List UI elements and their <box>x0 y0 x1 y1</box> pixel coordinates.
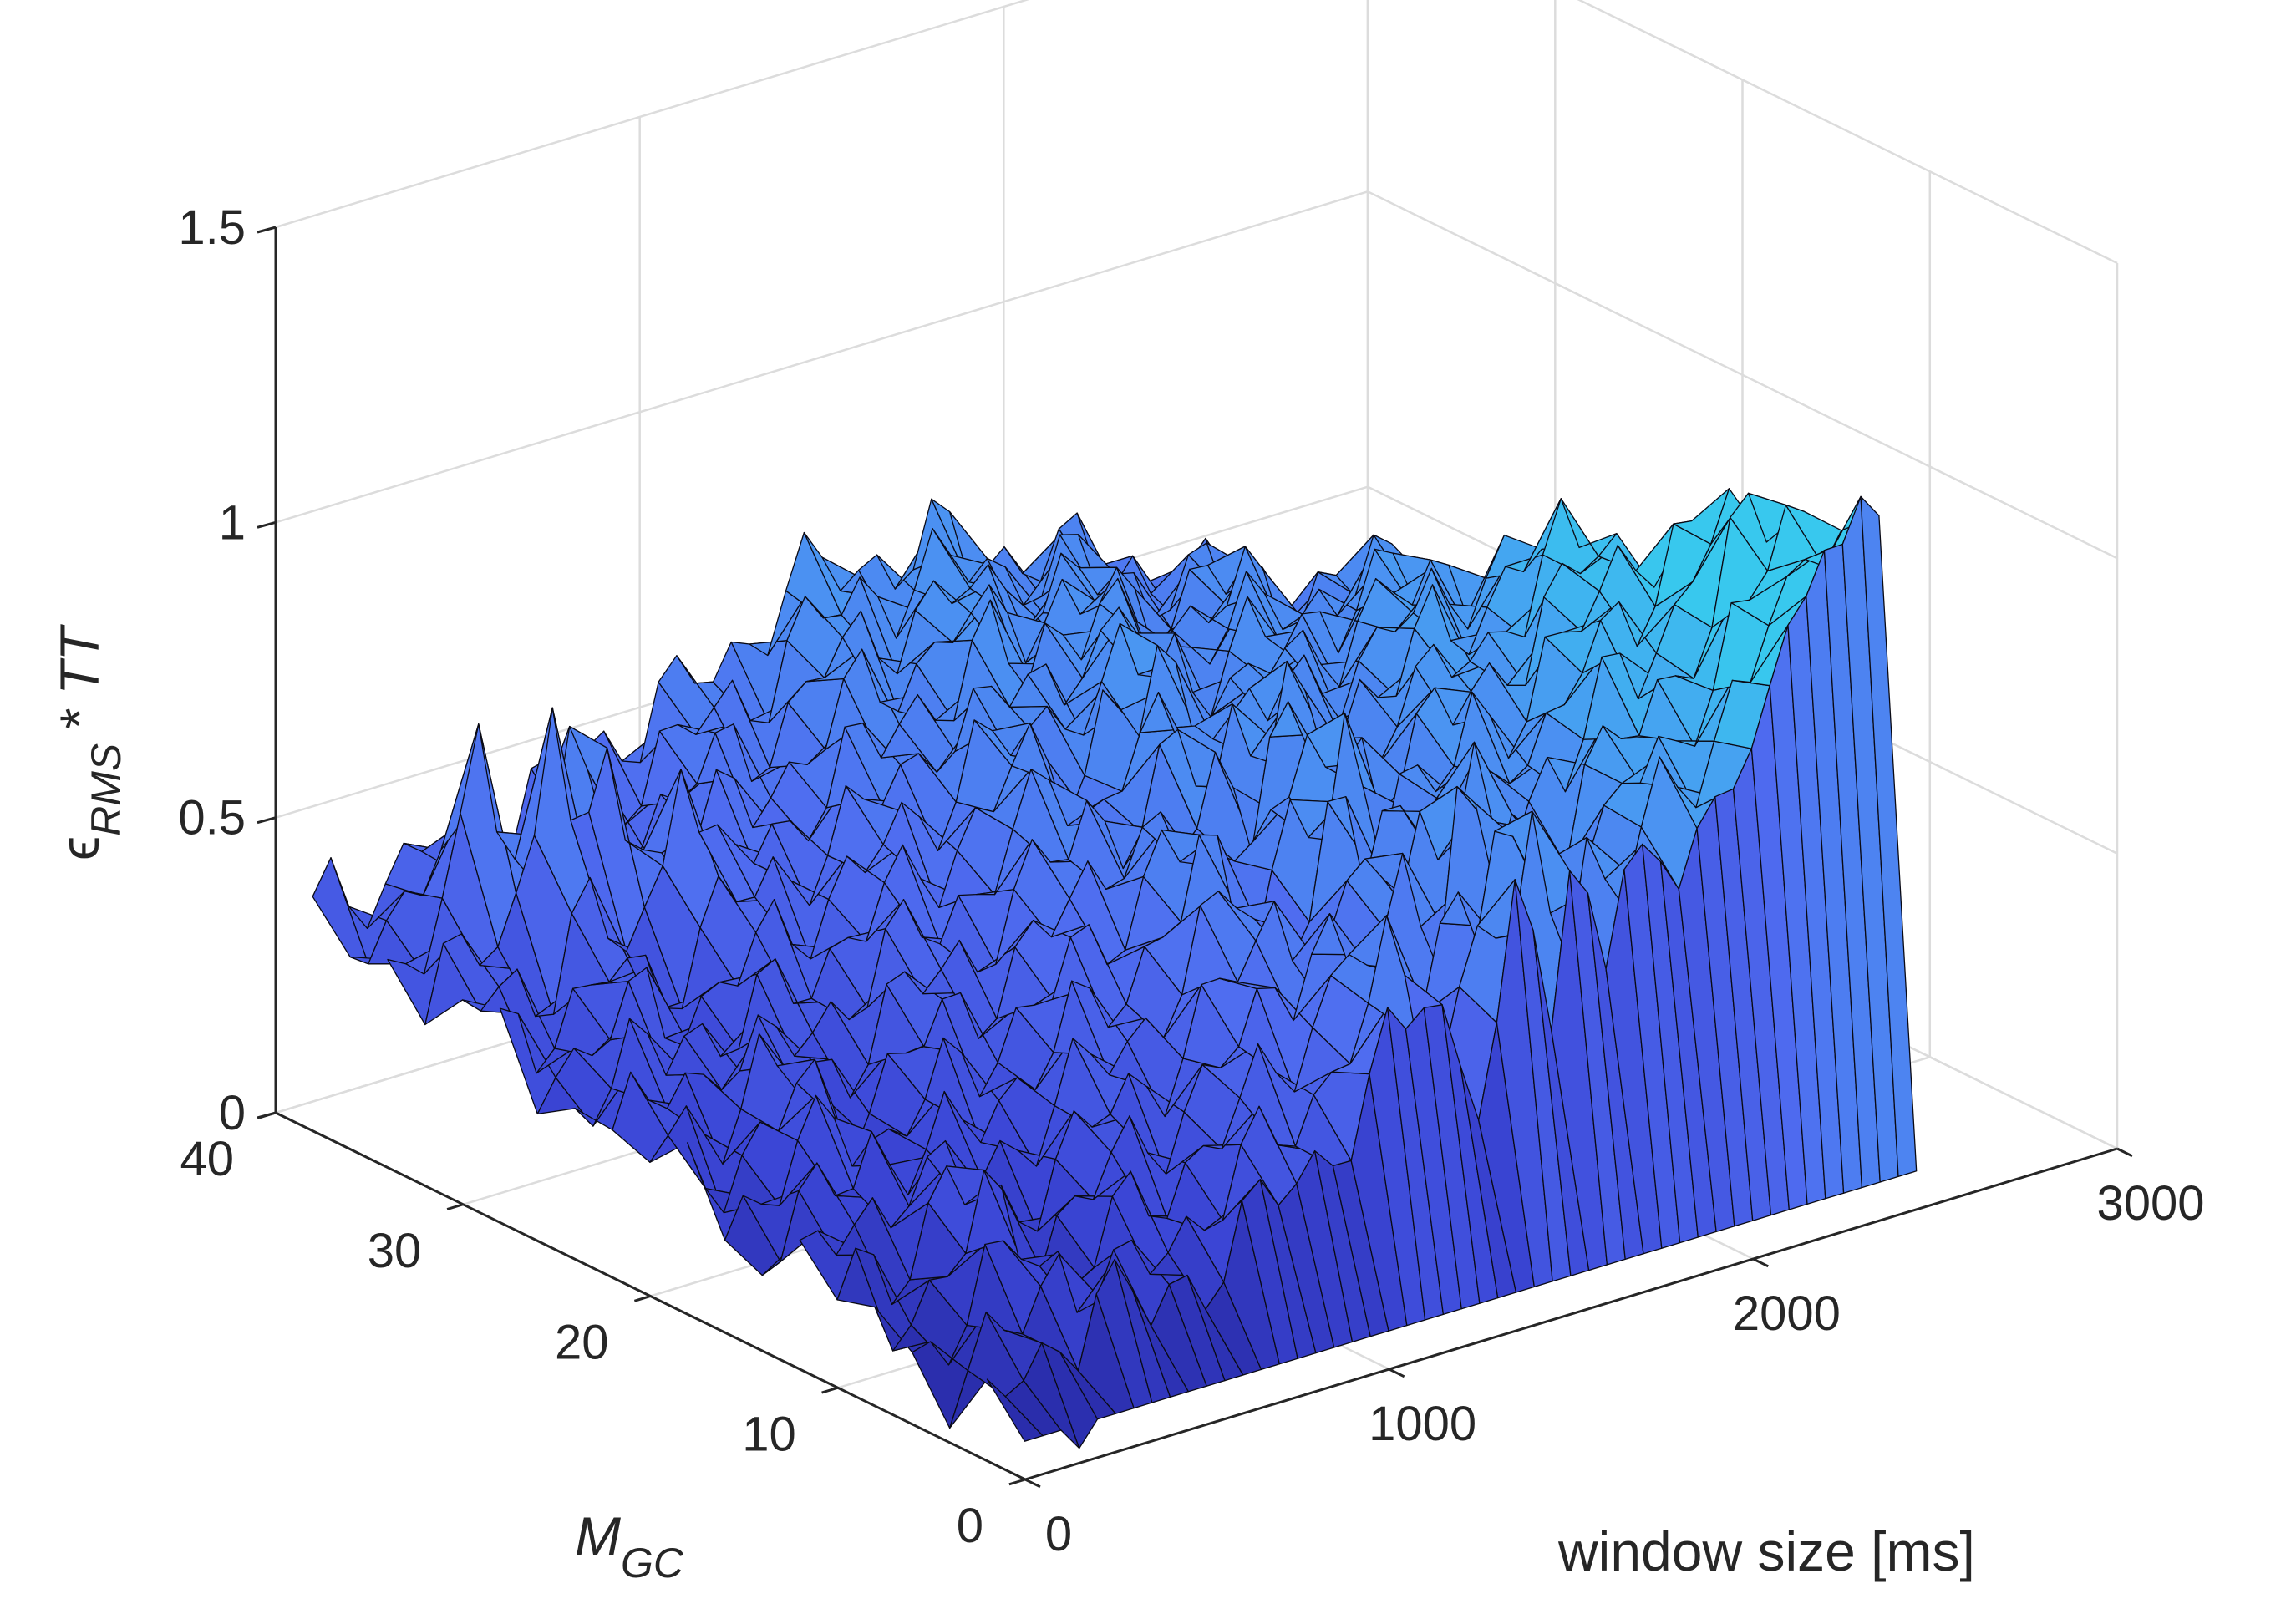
y-tick-mark <box>1008 1478 1026 1486</box>
z-axis-label-sub: RMS <box>83 743 130 836</box>
surface-facet <box>1860 495 1918 1178</box>
z-tick-label: 1.5 <box>178 200 246 255</box>
z-axis-label-rest: * TT <box>48 623 110 731</box>
y-axis-label: MGC <box>575 1505 684 1586</box>
x-tick-mark <box>1024 1478 1041 1489</box>
z-axis-label-eps: ϵ <box>48 836 110 860</box>
x-tick-mark <box>1389 1368 1405 1378</box>
y-tick-label: 0 <box>957 1499 983 1553</box>
z-tick-mark <box>257 226 277 234</box>
x-tick-label: 3000 <box>2096 1176 2204 1231</box>
axes <box>257 226 2133 1489</box>
y-axis-label-sub: GC <box>621 1540 684 1586</box>
y-tick-mark <box>446 1203 464 1210</box>
z-tick-mark <box>257 1111 277 1119</box>
y-axis-label-main: M <box>575 1505 621 1567</box>
x-axis-line <box>1024 1147 2118 1481</box>
z-tick-label: 0.5 <box>178 791 246 845</box>
grid-line-z <box>275 190 2118 560</box>
x-tick-mark <box>2116 1147 2133 1158</box>
svg-text:ϵRMS* TT: ϵRMS * TT <box>48 623 130 860</box>
z-axis-label: ϵRMS * TT <box>48 623 130 860</box>
x-tick-label: 2000 <box>1733 1287 1841 1341</box>
svg-text:MGC: MGC <box>575 1505 684 1586</box>
z-tick-label: 0 <box>219 1086 246 1140</box>
x-tick-label: 1000 <box>1369 1397 1476 1451</box>
x-tick-mark <box>1752 1257 1769 1268</box>
z-tick-mark <box>257 520 277 529</box>
x-tick-label: 0 <box>1045 1507 1072 1561</box>
z-tick-label: 1 <box>219 495 246 550</box>
y-tick-label: 10 <box>742 1407 796 1461</box>
grid-line-z <box>275 0 2118 265</box>
y-tick-label: 40 <box>180 1132 234 1186</box>
z-tick-mark <box>257 816 277 825</box>
y-tick-label: 30 <box>368 1224 422 1278</box>
surface-mesh <box>312 488 1918 1449</box>
y-tick-mark <box>821 1386 839 1394</box>
y-tick-label: 20 <box>555 1316 609 1370</box>
y-tick-mark <box>633 1295 651 1302</box>
x-axis-label: window size [ms] <box>1557 1520 1975 1582</box>
